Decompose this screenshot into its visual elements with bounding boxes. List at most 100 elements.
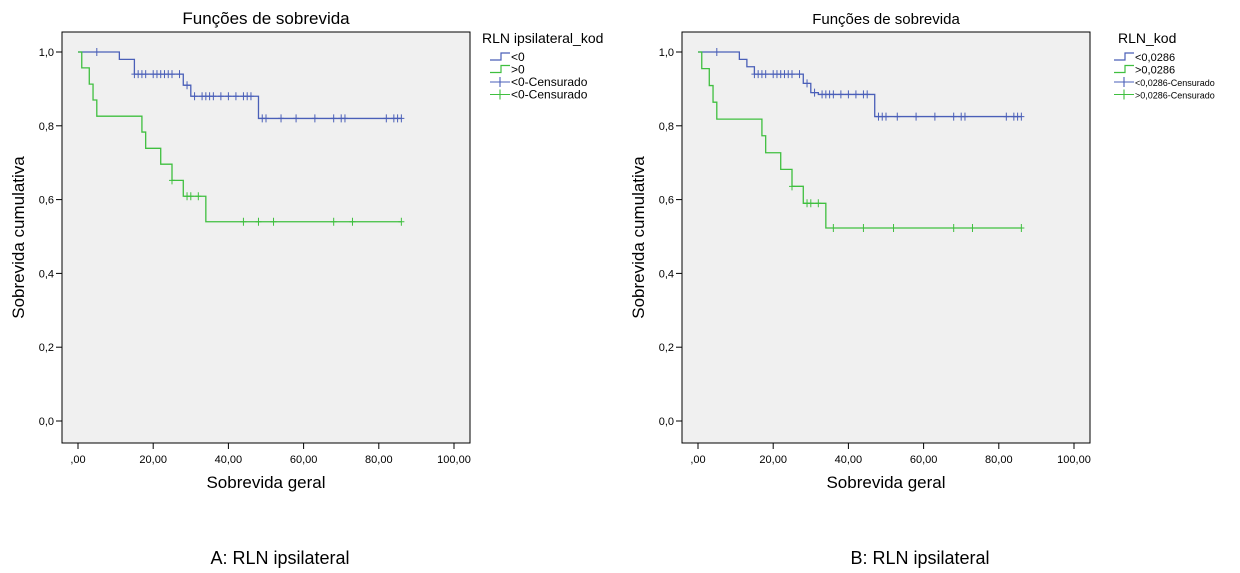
x-tick-label: 20,00 bbox=[759, 454, 787, 466]
y-tick-label: 0,4 bbox=[659, 268, 674, 280]
censor-mark bbox=[330, 114, 337, 123]
legend-swatch-step bbox=[1114, 52, 1134, 61]
censor-mark bbox=[815, 199, 822, 208]
censor-mark bbox=[341, 114, 348, 123]
censor-mark bbox=[187, 192, 194, 201]
legend-swatch-step bbox=[490, 52, 510, 61]
legend-title: RLN ipsilateral_kod bbox=[482, 30, 603, 46]
y-tick-label: 1,0 bbox=[659, 47, 674, 59]
censor-mark bbox=[830, 224, 837, 233]
survival-chart-a: Funções de sobrevida Sobrevida geral Sobre… bbox=[9, 9, 603, 492]
censor-mark bbox=[1003, 112, 1010, 121]
censor-mark bbox=[1018, 224, 1025, 233]
y-tick-label: 0,6 bbox=[659, 195, 674, 207]
censor-mark bbox=[232, 92, 239, 101]
censor-mark bbox=[969, 224, 976, 233]
legend-item: <0-Censurado bbox=[511, 88, 588, 102]
censor-mark bbox=[890, 224, 897, 233]
censor-mark bbox=[931, 112, 938, 121]
x-axis-label: Sobrevida geral bbox=[826, 473, 945, 492]
legend-item: >0 bbox=[511, 63, 525, 77]
legend-swatch-step bbox=[490, 64, 510, 74]
censor-mark bbox=[398, 114, 405, 123]
censor-mark bbox=[713, 48, 720, 56]
legend-swatch-step bbox=[1114, 64, 1134, 74]
censor-mark bbox=[789, 182, 795, 191]
censor-mark bbox=[398, 217, 405, 226]
x-tick-label: 40,00 bbox=[215, 454, 243, 466]
censor-mark bbox=[184, 81, 191, 90]
censor-mark bbox=[217, 92, 224, 101]
censor-mark bbox=[169, 176, 175, 185]
censor-mark bbox=[852, 90, 859, 99]
censor-mark bbox=[864, 90, 871, 99]
censor-mark bbox=[807, 199, 814, 208]
censor-mark bbox=[789, 70, 795, 79]
y-tick-label: 0,8 bbox=[39, 121, 54, 133]
censor-mark bbox=[804, 79, 811, 88]
censor-mark bbox=[913, 112, 920, 121]
y-tick-label: 0,2 bbox=[39, 342, 54, 354]
series-line-1 bbox=[698, 51, 1022, 229]
censor-mark bbox=[240, 217, 247, 226]
censor-mark bbox=[195, 192, 202, 201]
censor-mark bbox=[191, 92, 198, 101]
censor-mark bbox=[93, 48, 100, 56]
censor-mark bbox=[169, 70, 175, 79]
x-tick-label: ,00 bbox=[70, 454, 85, 466]
x-tick-label: ,00 bbox=[690, 454, 705, 466]
y-tick-label: 0,8 bbox=[659, 121, 674, 133]
censor-mark bbox=[255, 217, 262, 226]
survival-chart-b: Funções de sobrevida Sobrevida geral Sobre… bbox=[629, 11, 1215, 492]
legend-swatch-censor bbox=[490, 89, 510, 100]
censor-mark bbox=[349, 217, 356, 226]
censor-mark bbox=[225, 92, 232, 101]
x-tick-label: 60,00 bbox=[290, 454, 318, 466]
x-tick-label: 60,00 bbox=[910, 454, 938, 466]
series-line-1 bbox=[78, 51, 402, 223]
x-tick-label: 100,00 bbox=[1057, 454, 1091, 466]
censor-mark bbox=[830, 90, 837, 99]
censor-mark bbox=[176, 70, 183, 79]
caption-a: A: RLN ipsilateral bbox=[210, 548, 350, 568]
legend-item: >0,0286-Censurado bbox=[1135, 91, 1215, 101]
y-axis-label: Sobrevida cumulativa bbox=[9, 156, 28, 319]
legend-swatch-censor bbox=[490, 77, 510, 87]
censor-mark bbox=[961, 112, 968, 121]
censor-mark bbox=[894, 112, 901, 121]
legend-item: <0,0286-Censurado bbox=[1135, 78, 1215, 88]
x-axis-label: Sobrevida geral bbox=[206, 473, 325, 492]
censor-mark bbox=[883, 112, 889, 121]
censor-mark bbox=[293, 114, 300, 123]
y-tick-label: 0,0 bbox=[39, 416, 54, 428]
x-tick-label: 80,00 bbox=[985, 454, 1013, 466]
censor-mark bbox=[278, 114, 285, 123]
x-tick-label: 40,00 bbox=[835, 454, 863, 466]
y-tick-label: 0,2 bbox=[659, 342, 674, 354]
caption-b: B: RLN ipsilateral bbox=[850, 548, 990, 568]
plot-area bbox=[61, 31, 471, 444]
legend-item: >0,0286 bbox=[1135, 65, 1175, 77]
y-tick-label: 0,6 bbox=[39, 195, 54, 207]
censor-mark bbox=[311, 114, 318, 123]
censor-mark bbox=[270, 217, 277, 226]
censor-mark bbox=[811, 88, 818, 97]
x-tick-label: 20,00 bbox=[139, 454, 167, 466]
censor-mark bbox=[950, 112, 957, 121]
x-tick-label: 100,00 bbox=[437, 454, 471, 466]
y-tick-label: 1,0 bbox=[39, 47, 54, 59]
legend-title: RLN_kod bbox=[1118, 30, 1176, 46]
censor-mark bbox=[796, 70, 803, 79]
censor-mark bbox=[142, 70, 149, 79]
censor-mark bbox=[860, 224, 867, 233]
legend-swatch-censor bbox=[1114, 89, 1134, 100]
legend-item: <0-Censurado bbox=[511, 75, 588, 89]
censor-mark bbox=[263, 114, 269, 123]
censor-mark bbox=[950, 224, 957, 233]
censor-mark bbox=[210, 92, 217, 101]
chart-title: Funções de sobrevida bbox=[812, 11, 960, 28]
censor-mark bbox=[383, 114, 390, 123]
censor-mark bbox=[762, 70, 769, 79]
y-tick-label: 0,4 bbox=[39, 268, 54, 280]
censor-mark bbox=[1018, 112, 1025, 121]
